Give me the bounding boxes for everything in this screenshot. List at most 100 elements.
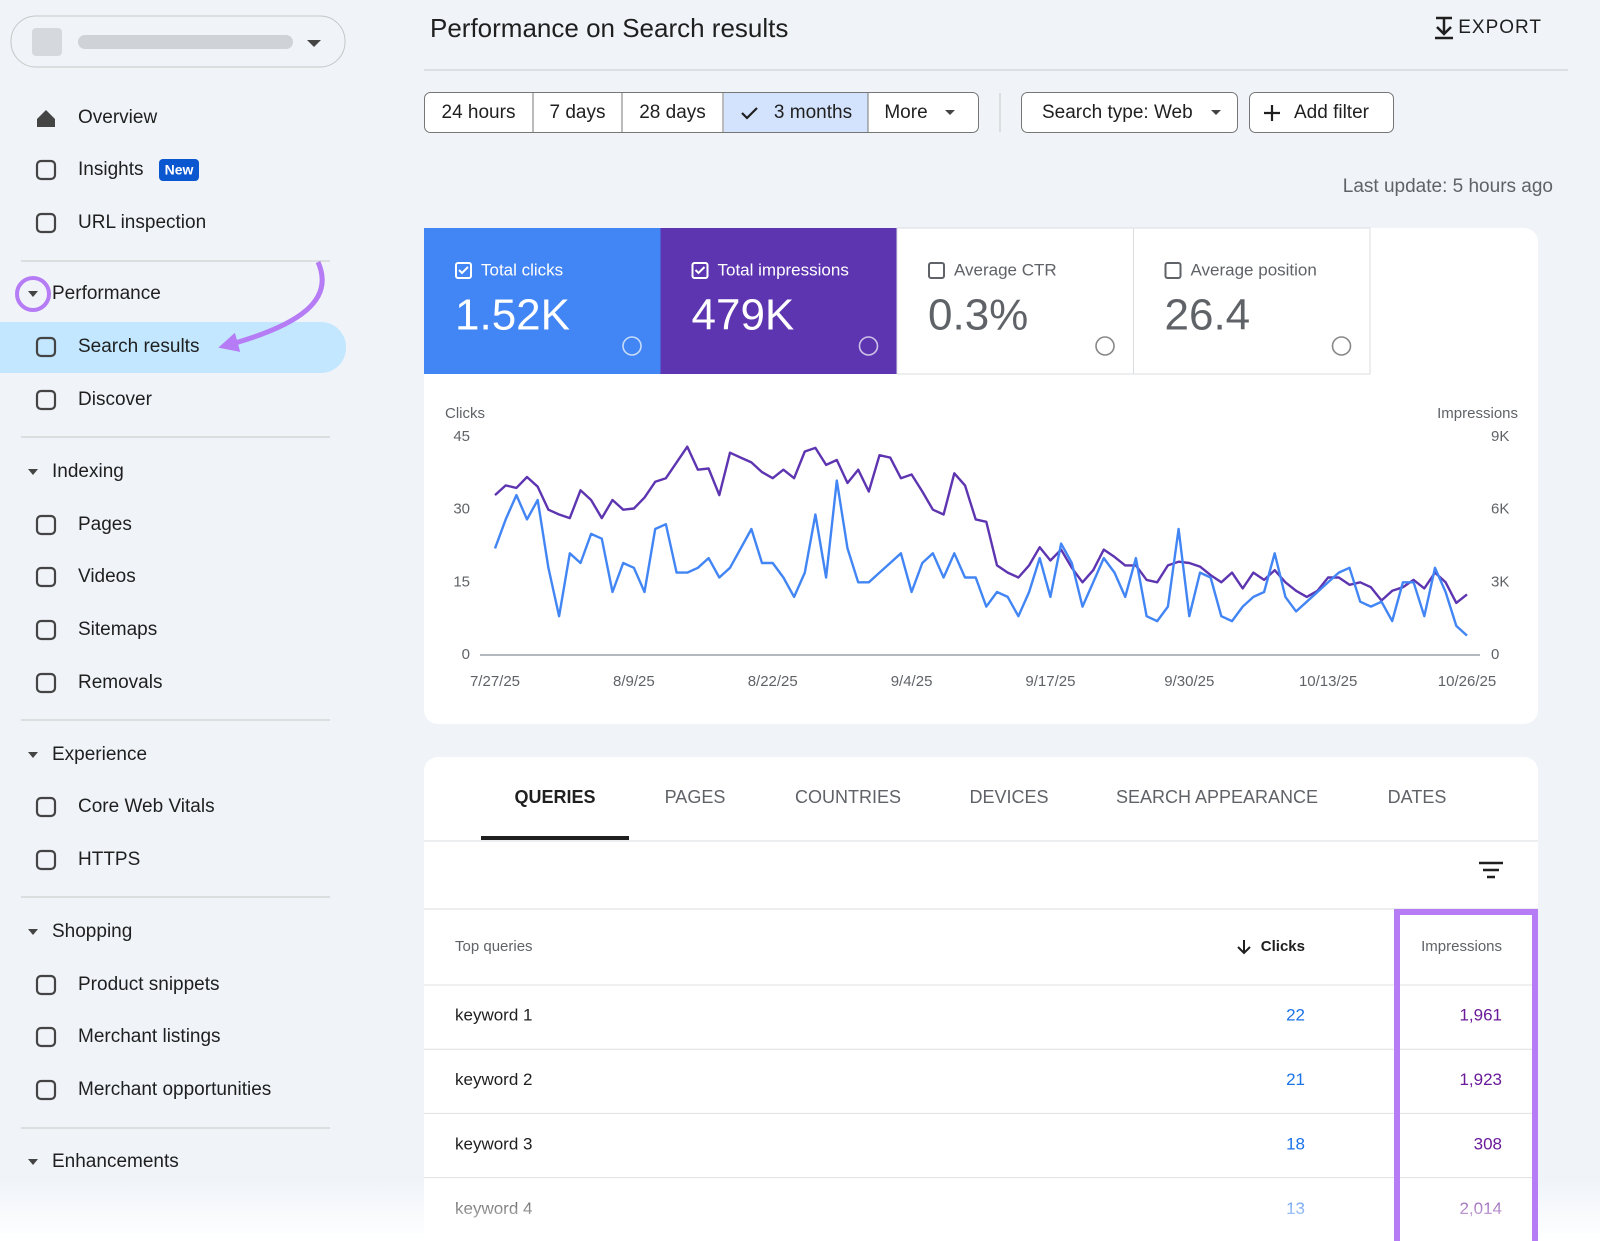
nav-item[interactable]: Overview <box>78 107 157 128</box>
table-cell: 22 <box>1286 1005 1305 1024</box>
nav-section-title[interactable]: Enhancements <box>52 1151 179 1172</box>
nav-item[interactable]: HTTPS <box>78 849 140 870</box>
tab[interactable]: COUNTRIES <box>795 787 901 807</box>
metric-label: Total clicks <box>481 260 563 279</box>
section-caret <box>28 1159 38 1165</box>
metric-label: Average position <box>1191 260 1317 279</box>
tab[interactable]: SEARCH APPEARANCE <box>1116 787 1318 807</box>
y2-tick-label: 9K <box>1491 428 1509 445</box>
metric-value: 0.3% <box>928 291 1028 340</box>
nav-item[interactable]: Insights <box>78 159 143 180</box>
last-update: Last update: 5 hours ago <box>1343 176 1553 197</box>
metric-label: Average CTR <box>954 260 1057 279</box>
y-tick-label: 45 <box>453 428 470 445</box>
nav-section-title[interactable]: Experience <box>52 744 147 765</box>
nav-item[interactable]: URL inspection <box>78 212 206 233</box>
badge-label: New <box>165 162 194 178</box>
nav-item[interactable]: Videos <box>78 566 136 587</box>
nav-item[interactable]: Search results <box>78 336 199 357</box>
search-type-label[interactable]: Search type: Web <box>1042 102 1193 123</box>
x-tick-label: 10/26/25 <box>1438 673 1496 690</box>
nav-icon <box>37 976 55 994</box>
nav-icon <box>37 391 55 409</box>
x-tick-label: 9/17/25 <box>1025 673 1075 690</box>
bottom-fade <box>0 1180 1600 1241</box>
range-button[interactable]: More <box>884 102 927 123</box>
table-header: Top queries <box>455 938 533 955</box>
y2-tick-label: 6K <box>1491 501 1509 518</box>
y2-axis-title: Impressions <box>1437 405 1518 422</box>
table-cell[interactable]: keyword 1 <box>455 1005 532 1024</box>
tab[interactable]: QUERIES <box>514 787 595 807</box>
range-button[interactable]: 3 months <box>774 102 852 123</box>
x-tick-label: 8/22/25 <box>748 673 798 690</box>
tab[interactable]: DATES <box>1388 787 1447 807</box>
x-tick-label: 10/13/25 <box>1299 673 1357 690</box>
nav-item[interactable]: Removals <box>78 672 162 693</box>
section-caret <box>28 752 38 758</box>
tab[interactable]: PAGES <box>665 787 726 807</box>
table-cell: 18 <box>1286 1134 1305 1153</box>
export-icon[interactable] <box>1435 18 1453 38</box>
nav-icon <box>37 161 55 179</box>
nav-section-title[interactable]: Performance <box>52 283 161 304</box>
y-axis-title: Clicks <box>445 405 485 422</box>
active-tab-indicator <box>481 836 629 840</box>
section-caret <box>28 291 38 297</box>
nav-icon <box>37 674 55 692</box>
property-name-blurred <box>78 35 293 49</box>
section-caret <box>28 469 38 475</box>
tab[interactable]: DEVICES <box>969 787 1048 807</box>
table-cell: 308 <box>1474 1134 1502 1153</box>
y-tick-label: 30 <box>453 501 470 518</box>
x-tick-label: 8/9/25 <box>613 673 655 690</box>
y2-tick-label: 3K <box>1491 573 1509 590</box>
property-icon <box>32 28 62 56</box>
nav-item[interactable]: Core Web Vitals <box>78 796 215 817</box>
nav-icon <box>37 1081 55 1099</box>
nav-icon <box>37 851 55 869</box>
nav-icon <box>37 110 55 127</box>
nav-icon <box>37 214 55 232</box>
table-header[interactable]: Impressions <box>1421 938 1502 955</box>
nav-icon <box>37 798 55 816</box>
nav-icon <box>37 568 55 586</box>
x-tick-label: 9/4/25 <box>891 673 933 690</box>
range-button[interactable]: 7 days <box>550 102 606 123</box>
table-cell[interactable]: keyword 3 <box>455 1134 532 1153</box>
nav-icon <box>37 1028 55 1046</box>
export-button[interactable]: EXPORT <box>1458 17 1542 38</box>
table-cell: 21 <box>1286 1070 1305 1089</box>
range-button[interactable]: 28 days <box>639 102 706 123</box>
range-button[interactable]: 24 hours <box>442 102 516 123</box>
page-title: Performance on Search results <box>430 13 788 43</box>
nav-section-title[interactable]: Shopping <box>52 921 132 942</box>
y-tick-label: 0 <box>462 646 470 663</box>
add-filter-label[interactable]: Add filter <box>1294 102 1370 123</box>
nav-item[interactable]: Sitemaps <box>78 619 157 640</box>
nav-icon <box>37 621 55 639</box>
x-tick-label: 9/30/25 <box>1164 673 1214 690</box>
nav-item[interactable]: Merchant opportunities <box>78 1079 271 1100</box>
nav-icon <box>37 516 55 534</box>
metric-value: 26.4 <box>1165 291 1251 340</box>
nav-item[interactable]: Product snippets <box>78 974 220 995</box>
nav-item[interactable]: Merchant listings <box>78 1026 221 1047</box>
table-header[interactable]: Clicks <box>1261 938 1305 955</box>
y-tick-label: 15 <box>453 573 470 590</box>
nav-item[interactable]: Discover <box>78 389 153 410</box>
table-cell: 1,961 <box>1459 1005 1502 1024</box>
table-card <box>424 757 1538 1241</box>
metric-value: 479K <box>692 291 795 340</box>
table-cell[interactable]: keyword 2 <box>455 1070 532 1089</box>
x-tick-label: 7/27/25 <box>470 673 520 690</box>
y2-tick-label: 0 <box>1491 646 1499 663</box>
metric-value: 1.52K <box>455 291 570 340</box>
nav-section-title[interactable]: Indexing <box>52 461 124 482</box>
nav-item[interactable]: Pages <box>78 514 132 535</box>
section-caret <box>28 929 38 935</box>
table-cell: 1,923 <box>1459 1070 1502 1089</box>
metric-label: Total impressions <box>718 260 849 279</box>
